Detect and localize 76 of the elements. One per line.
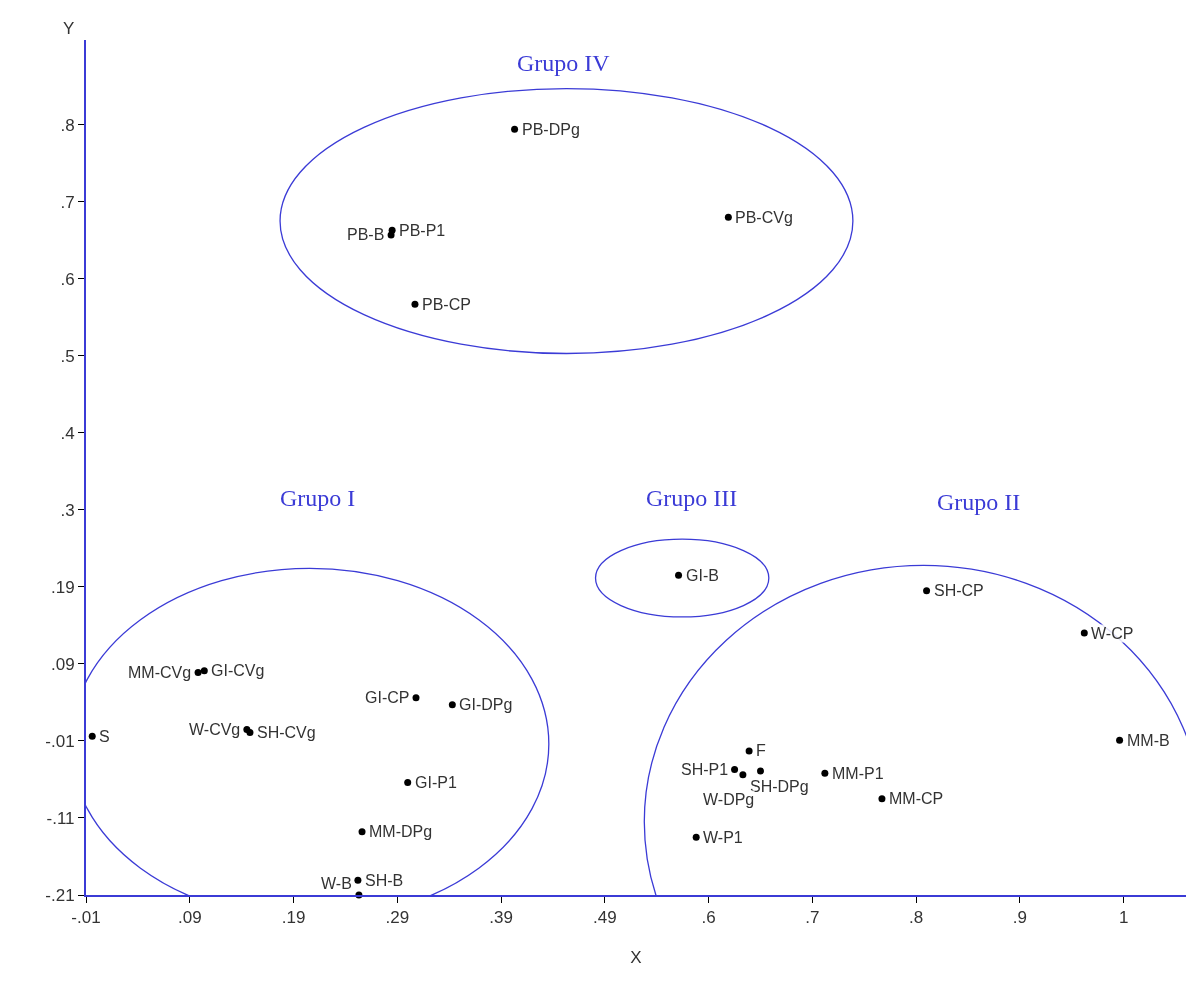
point <box>354 876 362 884</box>
point <box>1116 736 1124 744</box>
series-label: W-P1 <box>703 829 743 846</box>
series-label: MM-DPg <box>369 823 433 840</box>
y-tick-label: -.21 <box>45 885 75 905</box>
x-tick-label: 1 <box>1119 908 1129 928</box>
point <box>923 587 931 595</box>
series-label: MM-P1 <box>832 765 884 782</box>
point <box>675 571 683 579</box>
series-label: GI-B <box>686 567 719 584</box>
point <box>448 701 456 709</box>
y-tick-label: .09 <box>50 654 75 674</box>
annotation: Grupo I <box>280 485 356 511</box>
x-tick-label: .6 <box>701 908 716 928</box>
series-label: SH-B <box>365 872 404 889</box>
x-tick-label: .49 <box>593 908 617 928</box>
annotation: Grupo II <box>937 489 1021 515</box>
series-label: SH-P1 <box>681 761 729 778</box>
series-label: PB-CVg <box>735 209 793 226</box>
point <box>757 767 765 775</box>
series-label: GI-CP <box>365 689 410 706</box>
series-label: W-DPg <box>703 791 755 808</box>
x-axis-title: X <box>630 948 642 968</box>
series-label: PB-B <box>347 226 385 243</box>
y-tick-label: .4 <box>60 423 75 443</box>
series-label: F <box>756 742 766 759</box>
point <box>404 779 412 787</box>
series-label: SH-CVg <box>257 724 316 741</box>
y-tick-label: -.01 <box>45 731 75 751</box>
series-label: W-B <box>321 875 352 892</box>
y-tick-label: -.11 <box>46 808 75 828</box>
point <box>200 667 208 675</box>
series-label: MM-CVg <box>128 664 192 681</box>
point <box>1080 629 1088 637</box>
series-label: PB-P1 <box>399 222 446 239</box>
series-label: W-CP <box>1091 625 1134 642</box>
x-tick-label: .8 <box>909 908 924 928</box>
series-label: GI-P1 <box>415 774 457 791</box>
y-tick-label: .19 <box>50 577 75 597</box>
x-tick-label: .09 <box>177 908 202 928</box>
point <box>194 668 202 676</box>
annotation: Grupo III <box>646 485 738 511</box>
series-label: PB-CP <box>422 296 471 313</box>
point <box>739 771 747 779</box>
point <box>745 747 753 755</box>
x-tick-label: .29 <box>385 908 410 928</box>
series-label: GI-CVg <box>211 662 265 679</box>
point <box>511 125 519 133</box>
annotation: Grupo IV <box>517 50 611 76</box>
point <box>692 833 700 841</box>
series-label: SH-CP <box>934 582 984 599</box>
point <box>724 213 732 221</box>
point <box>412 694 420 702</box>
series-label: GI-DPg <box>459 696 513 713</box>
series-label: MM-B <box>1127 732 1170 749</box>
point <box>878 795 886 803</box>
point <box>387 231 395 239</box>
y-tick-label: .5 <box>60 346 75 366</box>
y-tick-label: .3 <box>60 500 75 520</box>
point <box>358 828 366 836</box>
y-tick-label: .7 <box>60 192 75 212</box>
x-tick-label: .39 <box>489 908 513 928</box>
x-tick-label: .7 <box>805 908 820 928</box>
y-tick-label: .8 <box>60 115 75 135</box>
series-label: MM-CP <box>889 790 944 807</box>
series-label: S <box>99 728 110 745</box>
point <box>821 769 829 777</box>
x-tick-label: .9 <box>1012 908 1028 928</box>
point <box>731 765 739 773</box>
point <box>88 732 96 740</box>
series-label: W-CVg <box>189 721 241 738</box>
x-tick-label: .19 <box>281 908 306 928</box>
point <box>411 300 419 308</box>
y-axis-title: Y <box>63 19 75 38</box>
y-tick-label: .6 <box>60 269 75 289</box>
series-label: PB-DPg <box>522 121 580 138</box>
